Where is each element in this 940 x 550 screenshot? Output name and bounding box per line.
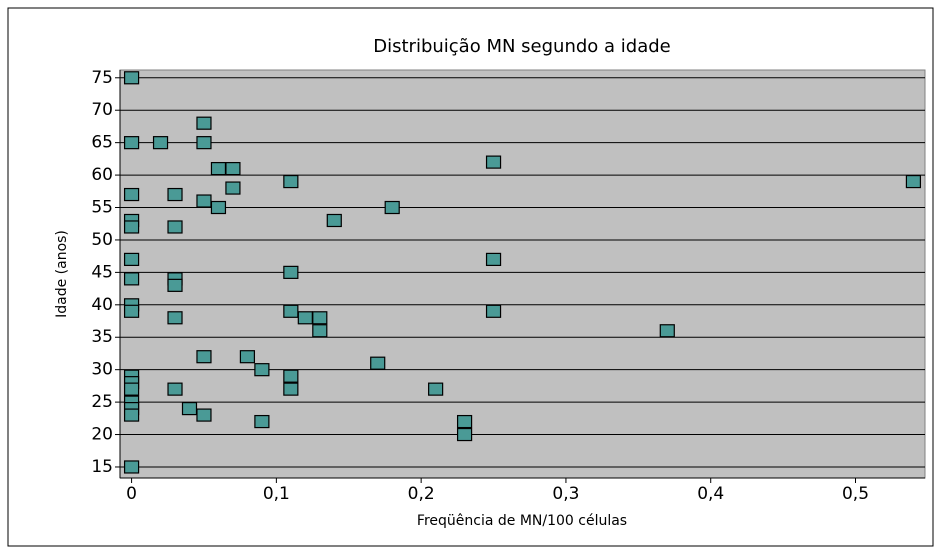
point bbox=[254, 363, 270, 377]
point bbox=[225, 161, 241, 176]
point bbox=[384, 200, 400, 215]
point bbox=[123, 408, 140, 422]
y-tick-label: 60 bbox=[91, 165, 113, 185]
point bbox=[297, 311, 313, 325]
point bbox=[123, 71, 140, 85]
point bbox=[167, 278, 183, 292]
point bbox=[283, 304, 299, 318]
y-tick-label: 25 bbox=[91, 392, 113, 412]
y-tick-label: 20 bbox=[91, 425, 113, 445]
point bbox=[254, 414, 270, 429]
point bbox=[167, 382, 183, 396]
point bbox=[123, 187, 140, 202]
point bbox=[196, 408, 212, 422]
y-tick-label: 70 bbox=[91, 100, 113, 120]
point bbox=[326, 213, 342, 228]
point bbox=[152, 136, 169, 150]
point bbox=[123, 252, 140, 267]
point bbox=[225, 181, 241, 195]
point bbox=[196, 116, 212, 130]
point bbox=[123, 460, 140, 474]
y-tick-label: 65 bbox=[91, 133, 113, 153]
point bbox=[196, 136, 212, 150]
point bbox=[456, 414, 473, 429]
y-tick-label: 30 bbox=[91, 360, 113, 380]
point bbox=[428, 382, 444, 396]
y-tick-label: 55 bbox=[91, 198, 113, 218]
point bbox=[485, 304, 502, 318]
x-tick-label: 0,1 bbox=[263, 484, 290, 504]
point bbox=[123, 382, 140, 396]
chart-title: Distribuição MN segundo a idade bbox=[373, 36, 670, 57]
point bbox=[370, 356, 386, 370]
x-tick-label: 0,5 bbox=[842, 484, 869, 504]
point bbox=[283, 265, 299, 279]
point bbox=[312, 324, 328, 338]
y-tick-label: 50 bbox=[91, 230, 113, 250]
point bbox=[485, 155, 502, 169]
point bbox=[123, 136, 140, 150]
y-tick-label: 75 bbox=[91, 68, 113, 88]
x-axis-label: Freqüência de MN/100 células bbox=[417, 513, 627, 529]
point bbox=[239, 350, 256, 364]
point bbox=[167, 311, 183, 325]
y-tick-label: 35 bbox=[91, 327, 113, 347]
point bbox=[283, 174, 299, 189]
point bbox=[196, 194, 212, 208]
point bbox=[181, 401, 198, 416]
point bbox=[123, 220, 140, 234]
point bbox=[123, 304, 140, 318]
point bbox=[210, 161, 227, 176]
point bbox=[167, 187, 183, 202]
x-tick-label: 0,3 bbox=[552, 484, 579, 504]
point bbox=[312, 311, 328, 325]
point bbox=[905, 174, 922, 189]
point bbox=[283, 382, 299, 396]
point bbox=[283, 369, 299, 383]
x-tick-label: 0 bbox=[126, 484, 137, 504]
plot-area bbox=[119, 69, 926, 479]
point bbox=[123, 272, 140, 286]
x-tick-label: 0,4 bbox=[697, 484, 724, 504]
point bbox=[485, 252, 502, 267]
y-axis-label: Idade (anos) bbox=[54, 230, 70, 318]
point bbox=[167, 220, 183, 234]
point bbox=[456, 427, 473, 442]
point bbox=[196, 350, 212, 364]
y-tick-label: 40 bbox=[91, 295, 113, 315]
y-tick-label: 45 bbox=[91, 262, 113, 282]
x-tick-label: 0,2 bbox=[408, 484, 435, 504]
point bbox=[210, 200, 227, 215]
point bbox=[659, 324, 675, 338]
y-tick-label: 15 bbox=[91, 457, 113, 477]
